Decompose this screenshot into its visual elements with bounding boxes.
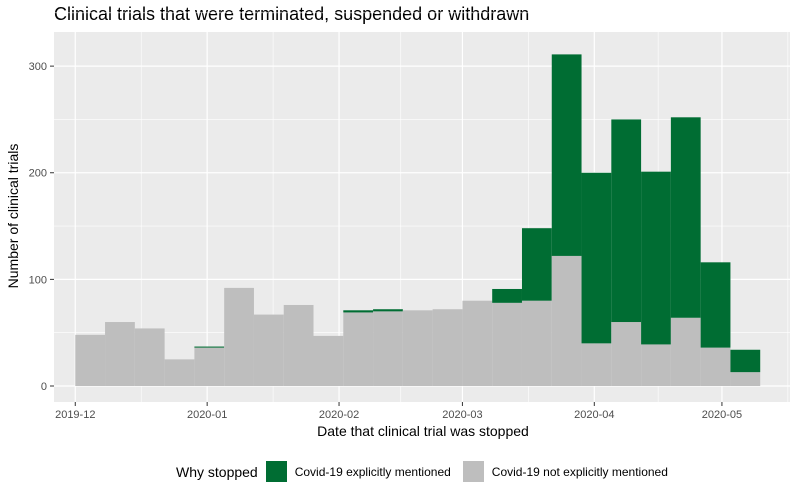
x-tick-label: 2020-02 — [319, 409, 359, 421]
y-axis-label: Number of clinical trials — [5, 144, 21, 289]
bar-not-mentioned — [313, 335, 344, 387]
legend-swatch-covid-not-mentioned — [462, 461, 484, 482]
bar-not-mentioned — [551, 255, 582, 387]
bar-not-mentioned — [492, 302, 522, 387]
bar-not-mentioned — [283, 304, 314, 387]
bar-mentioned — [194, 346, 225, 348]
x-axis-label: Date that clinical trial was stopped — [317, 423, 529, 439]
bar-not-mentioned — [670, 317, 701, 387]
bar-not-mentioned — [581, 343, 612, 387]
bar-not-mentioned — [134, 328, 165, 387]
bar-mentioned — [492, 288, 522, 303]
bar-mentioned — [670, 117, 701, 318]
legend-label-covid-mentioned: Covid-19 explicitly mentioned — [294, 464, 451, 479]
bar-not-mentioned — [194, 347, 225, 387]
bar-mentioned — [641, 171, 671, 345]
legend: Why stopped Covid-19 explicitly mentione… — [176, 461, 680, 482]
legend-item-covid-not-mentioned: Covid-19 not explicitly mentioned — [462, 461, 668, 482]
bar-not-mentioned — [224, 287, 254, 387]
bar-mentioned — [521, 228, 552, 301]
y-tick-label: 300 — [29, 61, 47, 73]
bar-not-mentioned — [641, 344, 671, 387]
bar-not-mentioned — [432, 309, 463, 387]
x-tick-label: 2020-01 — [187, 409, 227, 421]
bar-not-mentioned — [343, 312, 374, 387]
bar-not-mentioned — [164, 359, 195, 387]
x-tick-label: 2019-12 — [55, 409, 95, 421]
bar-not-mentioned — [462, 300, 493, 387]
bar-not-mentioned — [75, 334, 106, 387]
legend-title: Why stopped — [176, 463, 258, 480]
bar-mentioned — [700, 262, 731, 348]
y-tick-label: 0 — [41, 381, 47, 393]
legend-label-covid-not-mentioned: Covid-19 not explicitly mentioned — [491, 464, 668, 479]
bar-not-mentioned — [402, 310, 433, 387]
x-tick-label: 2020-04 — [574, 409, 614, 421]
bar-not-mentioned — [105, 322, 135, 387]
x-tick-label: 2020-05 — [702, 409, 742, 421]
bar-not-mentioned — [700, 347, 731, 387]
legend-swatch-covid-mentioned — [265, 461, 287, 482]
bar-not-mentioned — [373, 311, 403, 387]
bar-not-mentioned — [253, 314, 284, 387]
bar-mentioned — [611, 119, 642, 323]
y-tick-label: 200 — [29, 168, 47, 180]
chart-title: Clinical trials that were terminated, su… — [54, 4, 530, 24]
bar-not-mentioned — [611, 322, 642, 387]
bar-mentioned — [730, 349, 761, 373]
bar-mentioned — [373, 309, 403, 312]
legend-item-covid-mentioned: Covid-19 explicitly mentioned — [265, 461, 451, 482]
bar-mentioned — [581, 172, 612, 344]
bar-mentioned — [343, 310, 374, 313]
bar-not-mentioned — [521, 300, 552, 387]
y-tick-label: 100 — [29, 274, 47, 286]
bar-not-mentioned — [730, 372, 761, 387]
x-tick-label: 2020-03 — [442, 409, 482, 421]
bar-mentioned — [551, 54, 582, 256]
